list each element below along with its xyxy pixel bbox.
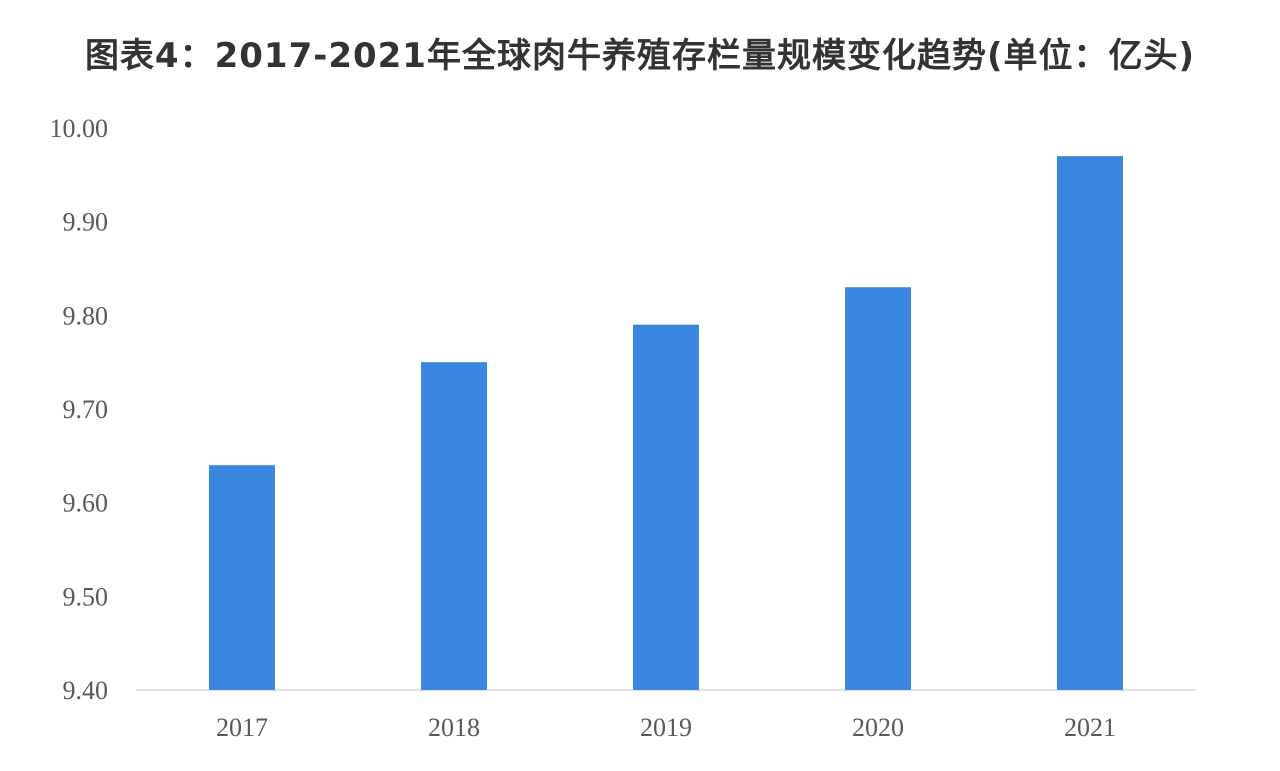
bars-group <box>209 156 1123 691</box>
x-tick-label: 2020 <box>852 713 904 742</box>
x-axis-ticks: 2017 2018 2019 2020 2021 <box>216 713 1116 742</box>
x-tick-label: 2021 <box>1064 713 1116 742</box>
bar-2019 <box>633 324 699 690</box>
y-tick-label: 10.00 <box>50 114 109 143</box>
x-tick-label: 2019 <box>640 713 692 742</box>
y-tick-label: 9.70 <box>63 395 109 424</box>
bar-2017 <box>209 465 275 690</box>
x-tick-label: 2017 <box>216 713 268 742</box>
y-tick-label: 9.40 <box>63 676 109 705</box>
y-tick-label: 9.80 <box>63 301 109 330</box>
y-tick-label: 9.60 <box>63 489 109 518</box>
y-tick-label: 9.90 <box>63 208 109 237</box>
chart-title: 图表4：2017-2021年全球肉牛养殖存栏量规模变化趋势(单位：亿头) <box>84 36 1196 76</box>
bar-2020 <box>845 287 911 690</box>
bar-2021 <box>1057 156 1123 691</box>
y-axis-ticks: 9.40 9.50 9.60 9.70 9.80 9.90 10.00 <box>50 114 109 705</box>
y-tick-label: 9.50 <box>63 582 109 611</box>
x-tick-label: 2018 <box>428 713 480 742</box>
bar-2018 <box>421 362 487 690</box>
